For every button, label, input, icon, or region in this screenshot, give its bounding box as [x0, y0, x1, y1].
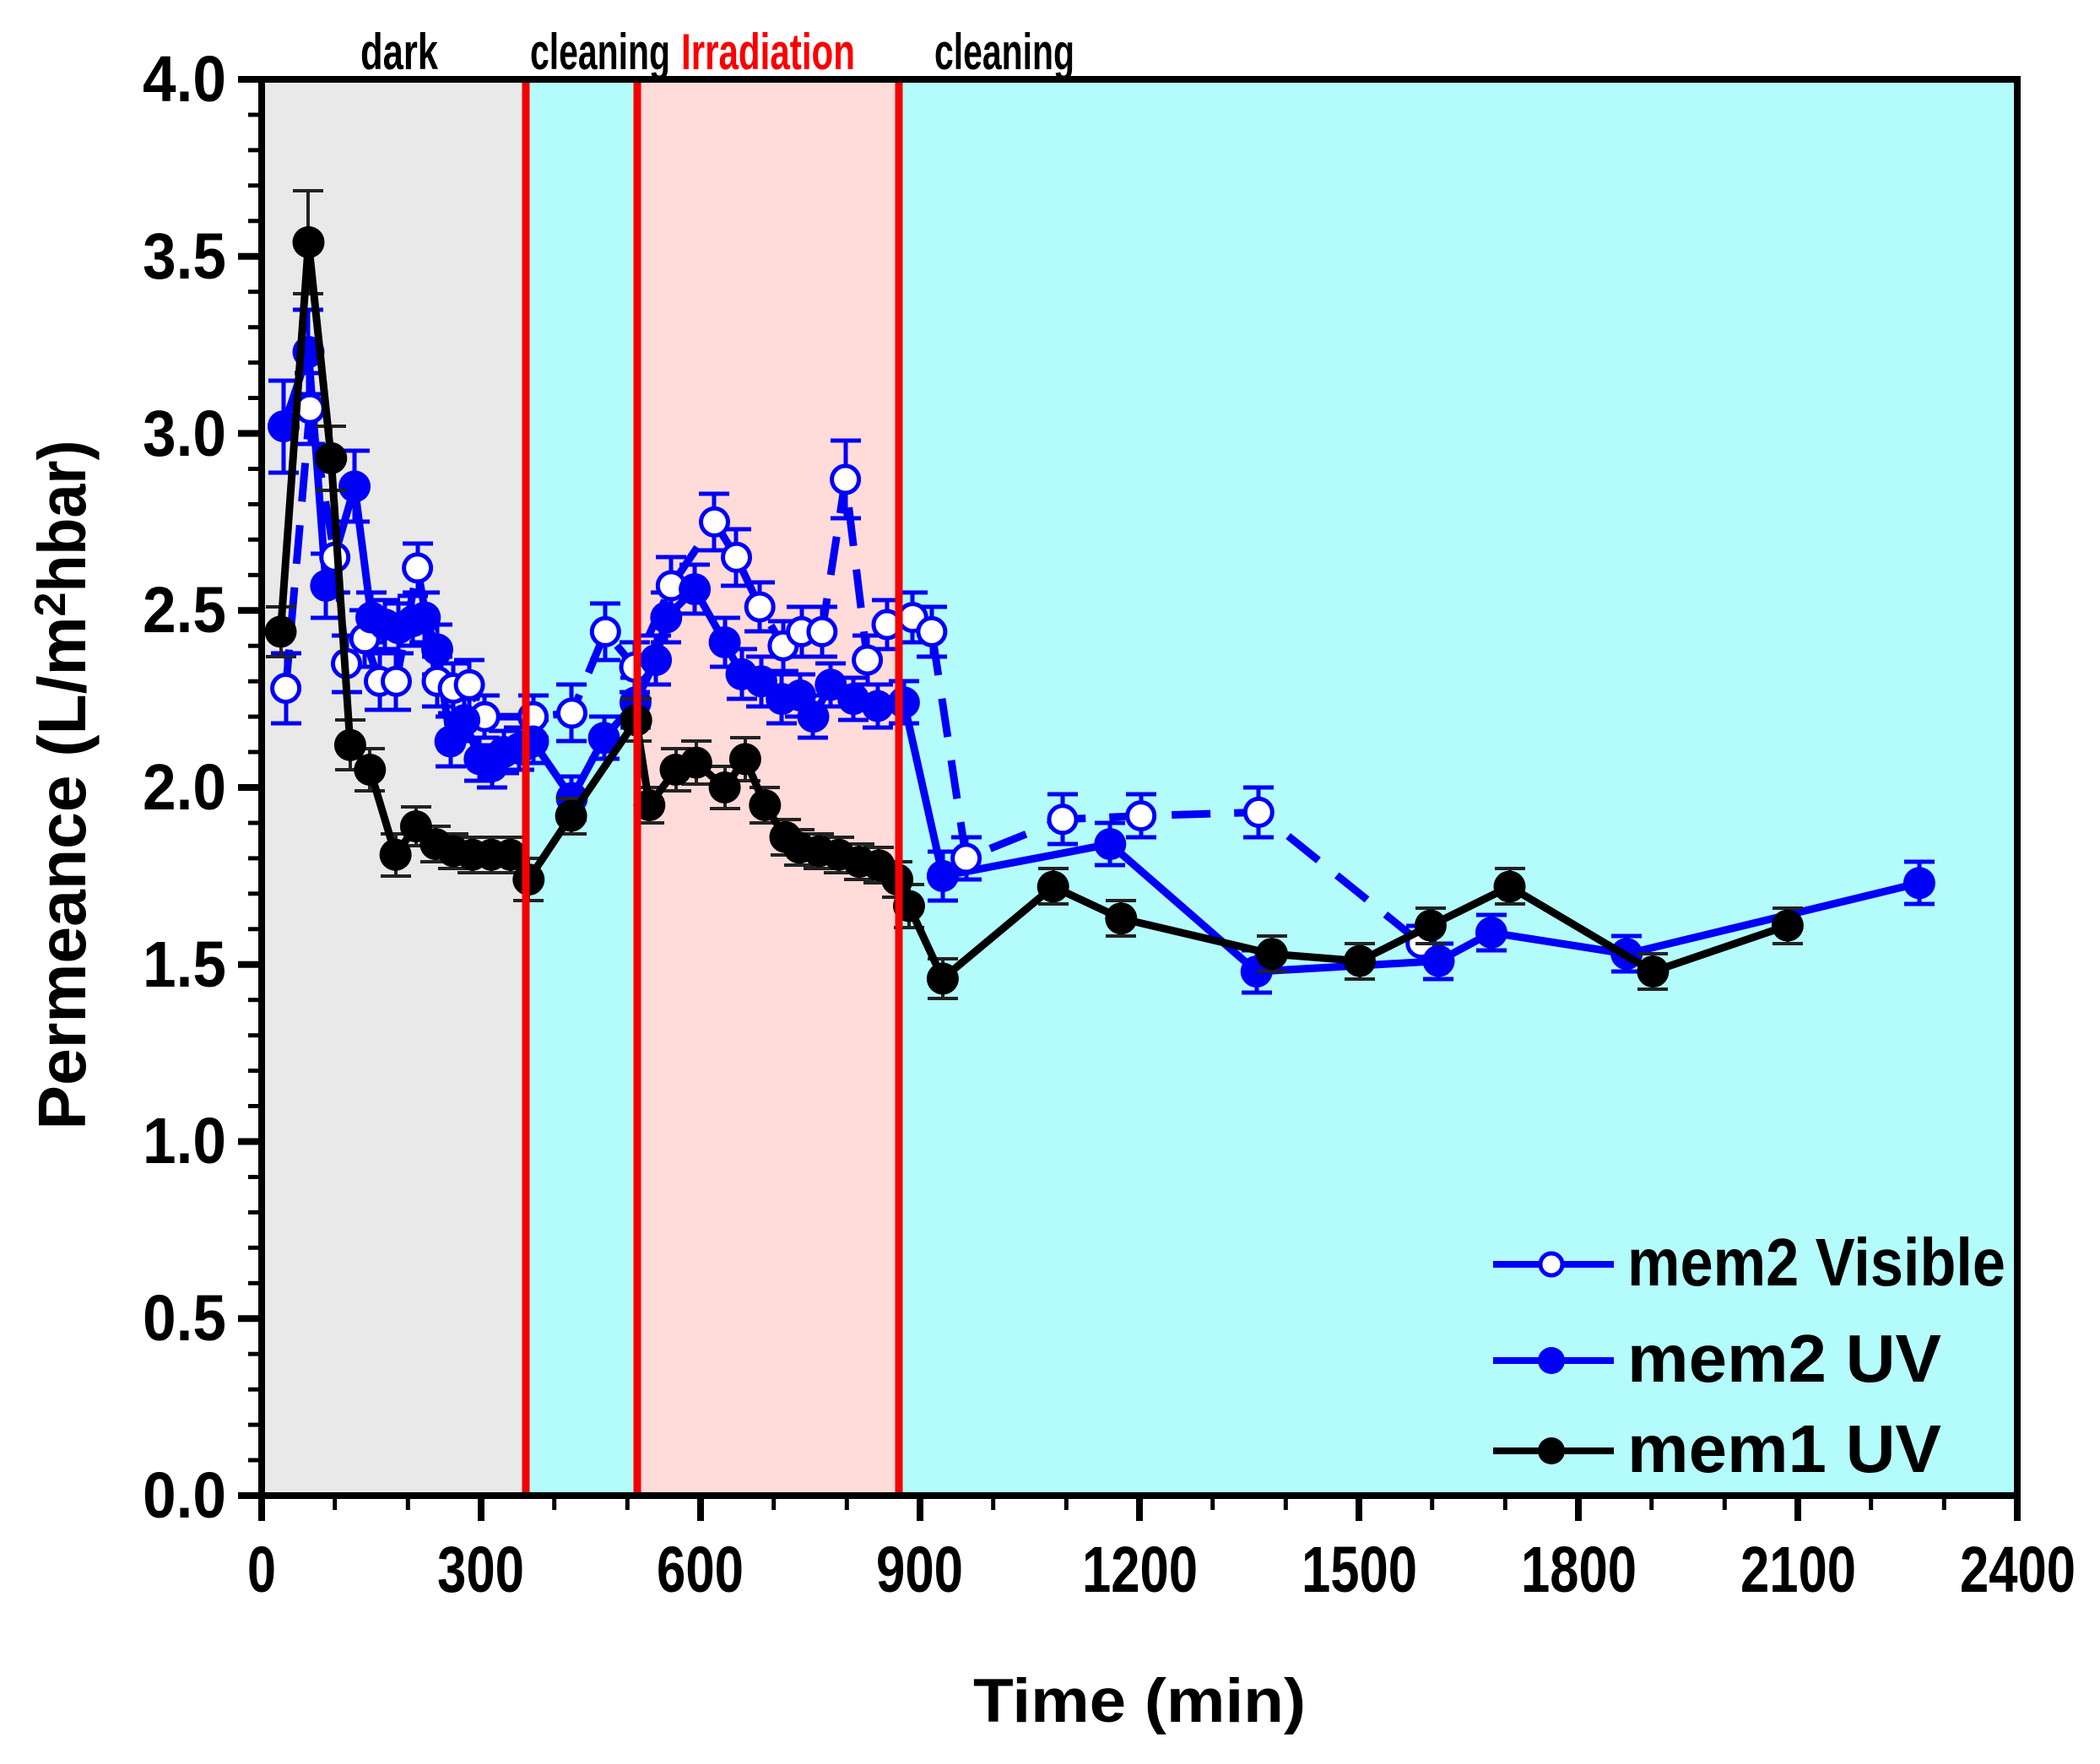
- svg-text:4.0: 4.0: [143, 43, 226, 116]
- svg-text:1800: 1800: [1521, 1534, 1637, 1606]
- svg-text:300: 300: [437, 1534, 524, 1606]
- svg-text:cleaning: cleaning: [934, 24, 1074, 80]
- svg-text:1.0: 1.0: [143, 1105, 226, 1177]
- svg-text:1.5: 1.5: [143, 928, 226, 1001]
- svg-text:600: 600: [657, 1534, 744, 1606]
- svg-text:1200: 1200: [1082, 1534, 1198, 1606]
- svg-text:2400: 2400: [1960, 1534, 2076, 1606]
- svg-text:cleaning: cleaning: [530, 24, 670, 80]
- svg-text:900: 900: [876, 1534, 963, 1606]
- svg-text:0.5: 0.5: [143, 1282, 226, 1355]
- svg-text:0: 0: [247, 1534, 276, 1606]
- svg-text:Time (min): Time (min): [973, 1667, 1306, 1735]
- svg-text:3.5: 3.5: [143, 220, 226, 293]
- svg-text:dark: dark: [360, 24, 438, 80]
- svg-text:1500: 1500: [1302, 1534, 1417, 1606]
- svg-text:2100: 2100: [1740, 1534, 1856, 1606]
- svg-text:Irradiation: Irradiation: [681, 24, 855, 80]
- svg-text:3.0: 3.0: [143, 398, 226, 470]
- svg-text:2.5: 2.5: [143, 574, 226, 647]
- svg-text:2.0: 2.0: [143, 751, 226, 824]
- svg-text:0.0: 0.0: [143, 1459, 226, 1532]
- svg-text:mem2 UV: mem2 UV: [1627, 1321, 1941, 1396]
- svg-text:mem2 Visible: mem2 Visible: [1627, 1225, 2005, 1300]
- svg-text:mem1 UV: mem1 UV: [1627, 1411, 1941, 1486]
- svg-text:Permeance (L/m2hbar): Permeance (L/m2hbar): [24, 441, 100, 1130]
